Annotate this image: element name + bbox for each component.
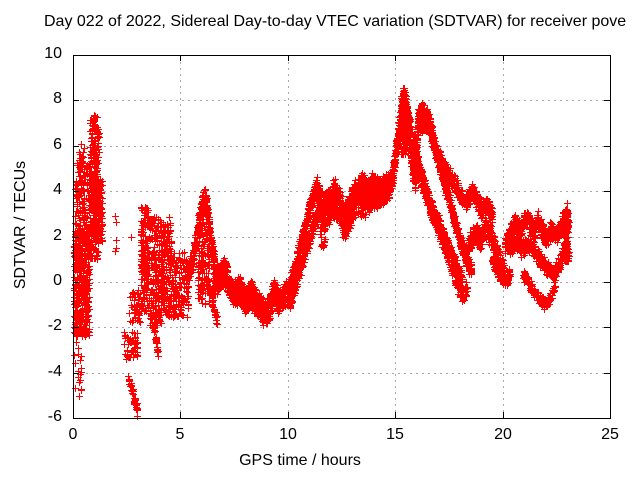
y-tick-label: 0 xyxy=(53,272,62,289)
scatter-markers xyxy=(287,85,420,312)
x-axis-label: GPS time / hours xyxy=(239,452,361,469)
scatter-markers xyxy=(185,177,324,329)
y-tick-label: -6 xyxy=(47,408,62,425)
x-tick-label: 0 xyxy=(68,426,78,443)
y-tick-label: 2 xyxy=(53,227,62,244)
scatter-markers xyxy=(71,112,219,420)
chart-title: Day 022 of 2022, Sidereal Day-to-day VTE… xyxy=(44,13,627,30)
x-tick-label: 15 xyxy=(386,426,404,443)
scatter-markers xyxy=(399,96,508,305)
y-tick-label: 4 xyxy=(53,181,62,198)
y-tick-label: -4 xyxy=(47,363,62,380)
data-points xyxy=(71,85,573,420)
y-tick-label: 8 xyxy=(53,90,62,107)
x-tick-label: 5 xyxy=(175,426,185,443)
plot-border xyxy=(73,55,611,419)
x-tick-label: 20 xyxy=(494,426,512,443)
y-tick-label: 6 xyxy=(53,136,62,153)
x-tick-label: 25 xyxy=(601,426,619,443)
scatter-markers xyxy=(465,200,573,313)
y-tick-label: 10 xyxy=(44,45,62,62)
y-tick-label: -2 xyxy=(47,317,62,334)
y-axis-label: SDTVAR / TECUs xyxy=(12,160,29,290)
x-tick-label: 10 xyxy=(279,426,297,443)
